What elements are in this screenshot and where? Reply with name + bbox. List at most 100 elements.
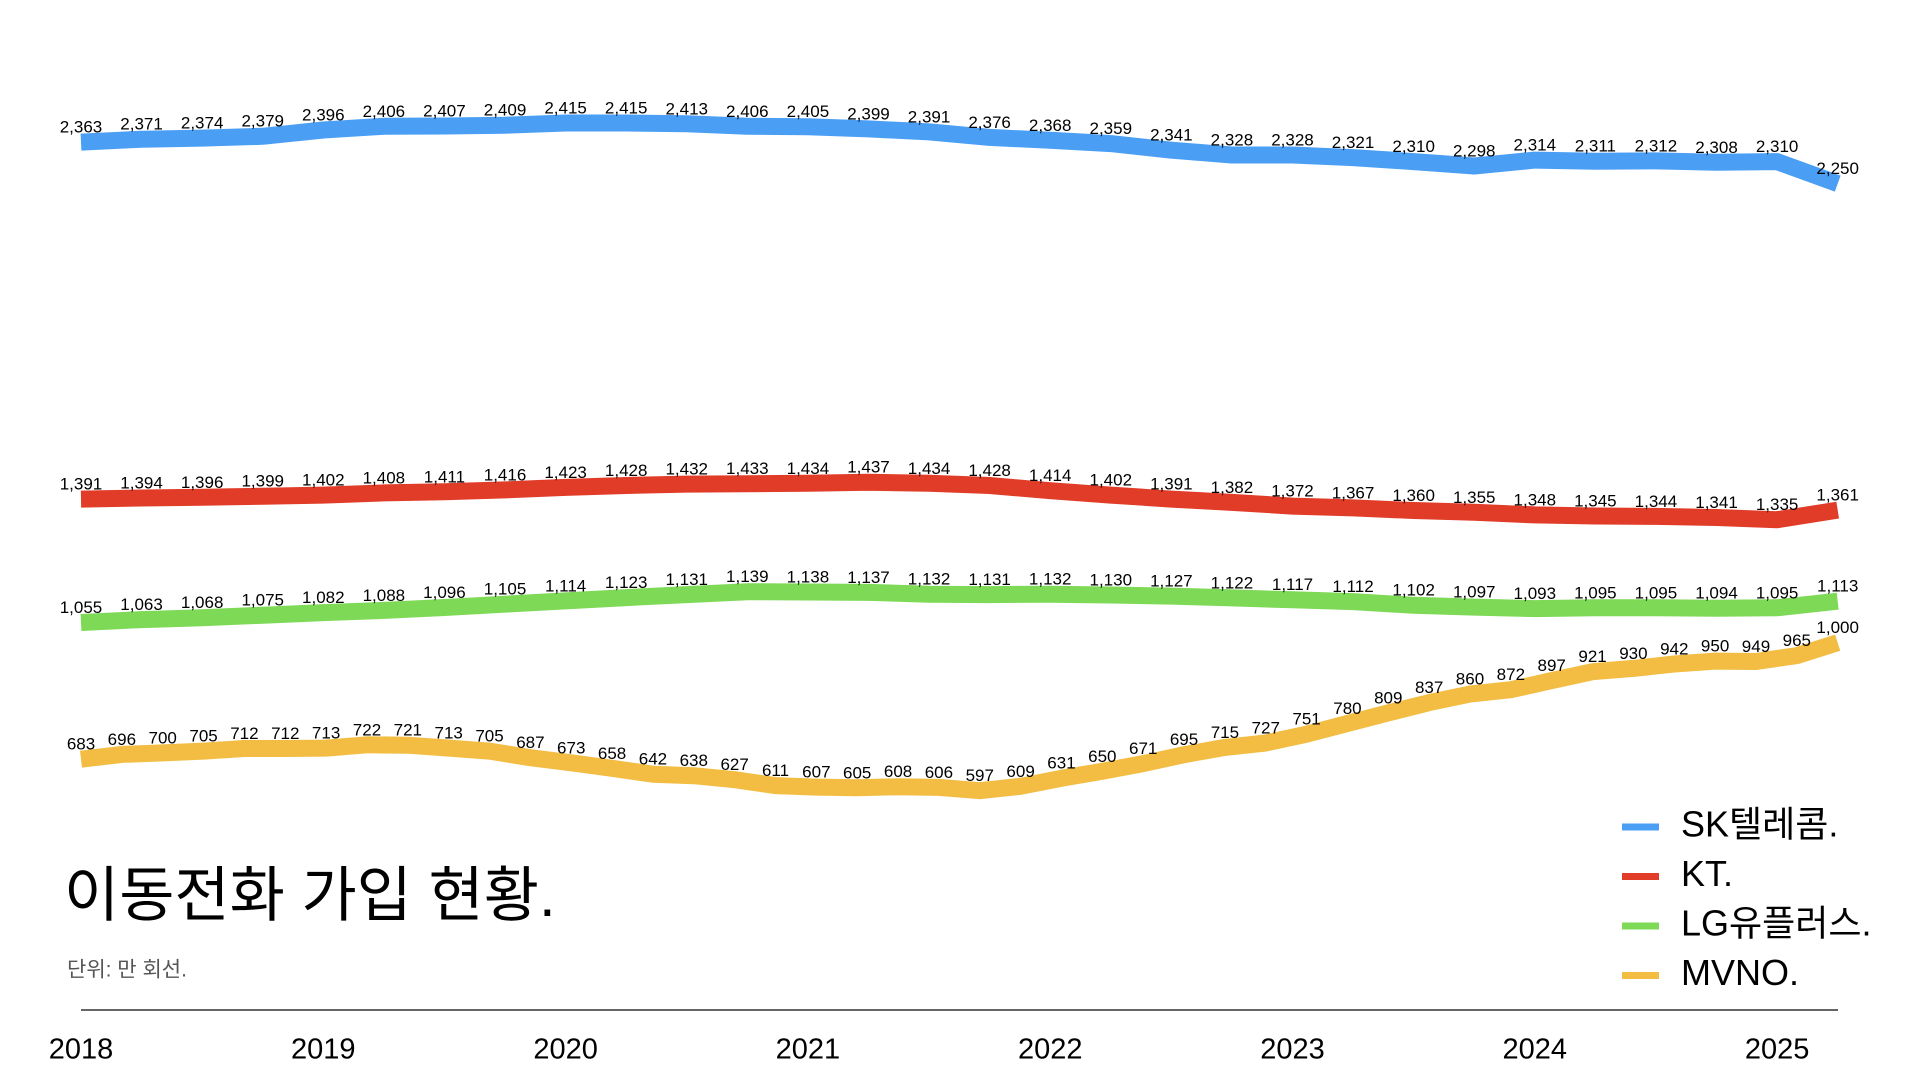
value-label: 1,408 — [363, 468, 406, 487]
value-label: 713 — [312, 724, 340, 743]
value-label: 1,335 — [1756, 495, 1799, 514]
value-label: 1,402 — [1090, 471, 1133, 490]
x-tick-label: 2018 — [49, 1034, 114, 1066]
value-label: 1,414 — [1029, 466, 1072, 485]
value-label: 1,428 — [968, 461, 1011, 480]
value-label: 1,000 — [1816, 618, 1859, 637]
value-label: 1,105 — [484, 580, 527, 599]
value-label: 2,312 — [1635, 136, 1678, 155]
value-label: 1,102 — [1392, 581, 1435, 600]
value-label: 1,433 — [726, 459, 769, 478]
value-label: 727 — [1252, 718, 1280, 737]
value-label: 2,409 — [484, 101, 527, 120]
value-label: 715 — [1211, 723, 1239, 742]
value-label: 1,382 — [1211, 478, 1254, 497]
value-label: 1,434 — [908, 459, 951, 478]
value-label: 1,367 — [1332, 483, 1375, 502]
series-line — [80, 473, 1840, 529]
value-label: 942 — [1660, 640, 1688, 659]
value-label: 1,344 — [1635, 492, 1678, 511]
value-label: 2,363 — [60, 118, 103, 137]
value-label: 1,117 — [1272, 575, 1313, 594]
value-label: 721 — [394, 721, 422, 740]
value-label: 2,405 — [787, 102, 830, 121]
legend-label: SK텔레콤. — [1681, 804, 1838, 845]
x-tick-label: 2025 — [1745, 1034, 1810, 1066]
series-line — [80, 583, 1839, 631]
value-label: 607 — [802, 763, 830, 782]
value-label: 1,394 — [120, 474, 163, 493]
value-label: 2,368 — [1029, 116, 1072, 135]
value-label: 2,321 — [1332, 133, 1375, 152]
value-label: 1,396 — [181, 473, 224, 492]
value-label: 2,341 — [1150, 126, 1193, 145]
value-label: 2,308 — [1695, 138, 1738, 157]
value-label: 650 — [1088, 747, 1116, 766]
value-label: 1,095 — [1574, 583, 1617, 602]
value-label: 1,088 — [363, 586, 406, 605]
x-tick-label: 2022 — [1018, 1034, 1083, 1066]
value-label: 921 — [1578, 647, 1606, 666]
value-label: 2,328 — [1271, 130, 1314, 149]
value-label: 2,379 — [241, 112, 284, 131]
value-label: 1,437 — [847, 458, 890, 477]
value-label: 2,391 — [908, 107, 951, 126]
value-label: 1,095 — [1756, 583, 1799, 602]
value-label: 687 — [516, 733, 544, 752]
value-label: 1,063 — [120, 595, 163, 614]
value-label: 1,075 — [241, 591, 284, 610]
value-label: 2,314 — [1514, 136, 1557, 155]
value-label: 627 — [720, 755, 748, 774]
value-label: 2,415 — [544, 99, 587, 118]
value-label: 1,341 — [1695, 493, 1738, 512]
series-line — [80, 634, 1841, 800]
value-label: 1,122 — [1211, 573, 1254, 592]
value-label: 1,416 — [484, 465, 527, 484]
value-label: 605 — [843, 763, 871, 782]
value-label: 2,415 — [605, 99, 648, 118]
value-label: 1,114 — [545, 576, 586, 595]
value-label: 780 — [1333, 699, 1361, 718]
x-tick-label: 2023 — [1260, 1034, 1325, 1066]
value-label: 700 — [149, 728, 177, 747]
value-label: 696 — [108, 730, 136, 749]
value-label: 609 — [1006, 762, 1034, 781]
value-label: 611 — [762, 761, 789, 780]
value-label: 658 — [598, 744, 626, 763]
series-line — [80, 114, 1841, 192]
x-tick-label: 2019 — [291, 1034, 356, 1066]
legend-label: MVNO. — [1681, 952, 1799, 993]
value-label: 1,097 — [1453, 583, 1496, 602]
value-label: 673 — [557, 738, 585, 757]
value-label: 1,361 — [1816, 486, 1859, 505]
value-label: 1,113 — [1817, 577, 1858, 596]
value-label: 1,348 — [1514, 490, 1557, 509]
value-label: 2,311 — [1575, 137, 1616, 156]
value-label: 2,328 — [1211, 130, 1254, 149]
value-label: 705 — [189, 727, 217, 746]
chart-subtitle: 단위: 만 회선. — [67, 959, 187, 982]
value-label: 1,139 — [726, 567, 769, 586]
value-label: 1,402 — [302, 471, 345, 490]
value-label: 860 — [1456, 670, 1484, 689]
value-label: 2,374 — [181, 114, 224, 133]
value-label: 712 — [271, 724, 299, 743]
x-tick-label: 2020 — [533, 1034, 598, 1066]
value-label: 1,130 — [1090, 570, 1133, 589]
value-label: 722 — [353, 720, 381, 739]
value-label: 671 — [1129, 739, 1157, 758]
value-label: 642 — [639, 750, 667, 769]
value-label: 705 — [475, 727, 503, 746]
value-label: 1,428 — [605, 461, 648, 480]
value-label: 1,355 — [1453, 488, 1496, 507]
value-label: 1,372 — [1271, 482, 1314, 501]
value-label: 2,298 — [1453, 141, 1496, 160]
value-label: 897 — [1538, 656, 1566, 675]
value-label: 1,094 — [1695, 584, 1738, 603]
value-label: 1,131 — [968, 570, 1011, 589]
value-label: 1,095 — [1635, 583, 1678, 602]
value-label: 930 — [1619, 644, 1647, 663]
value-label: 965 — [1783, 631, 1811, 650]
value-label: 2,250 — [1816, 159, 1859, 178]
